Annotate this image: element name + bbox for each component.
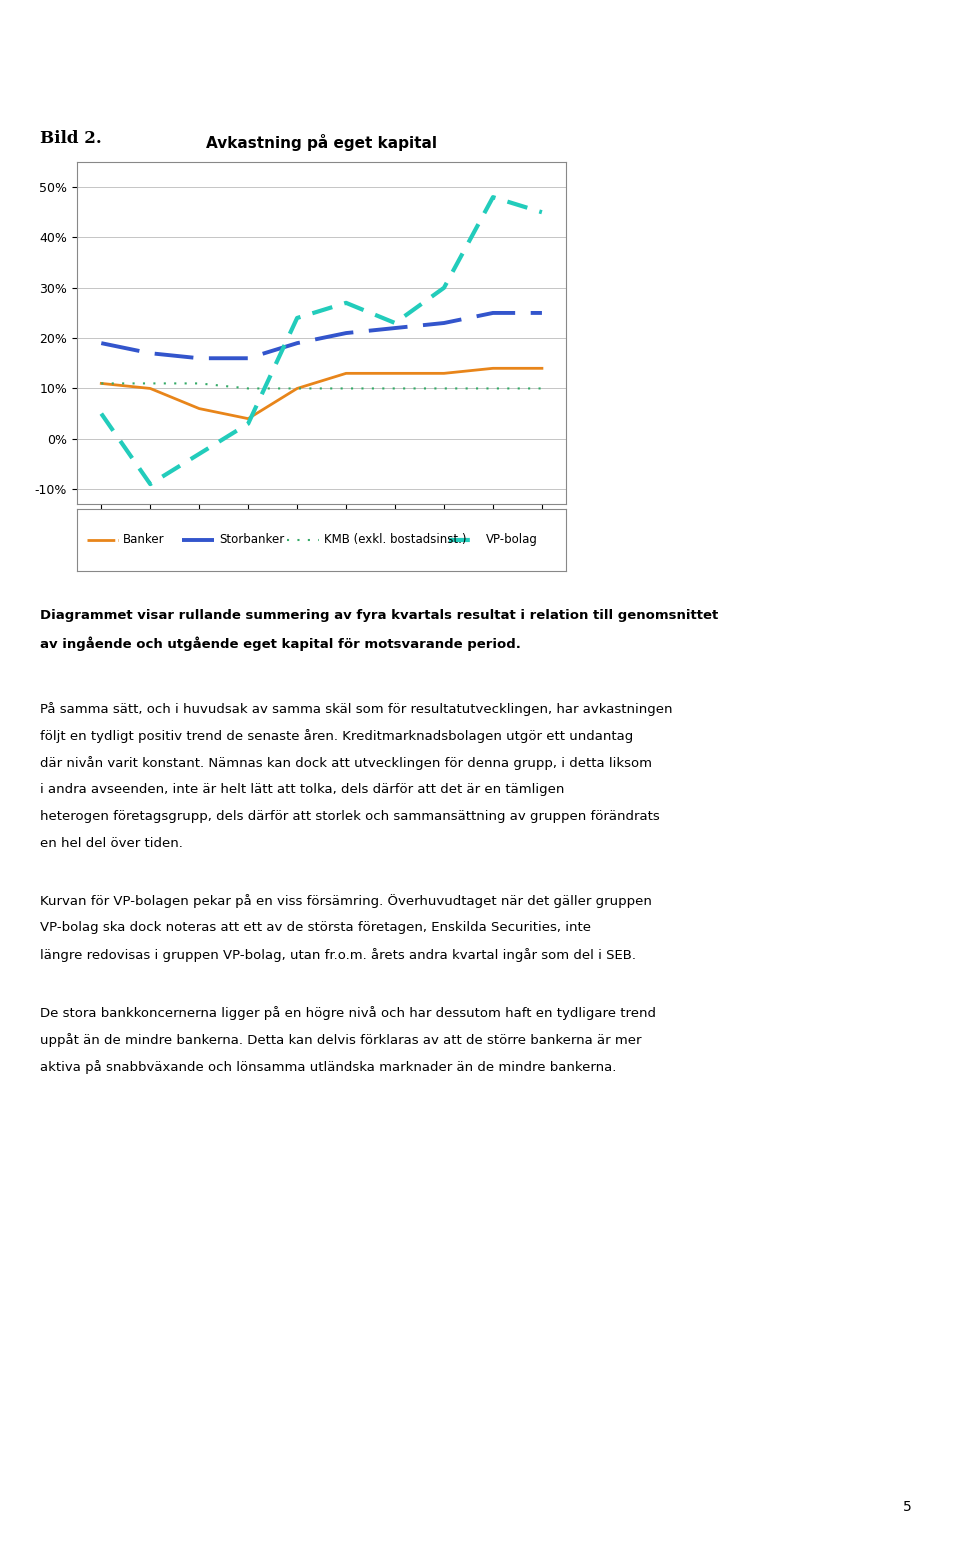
Text: där nivån varit konstant. Nämnas kan dock att utvecklingen för denna grupp, i de: där nivån varit konstant. Nämnas kan doc…: [40, 756, 653, 769]
Text: Banker: Banker: [123, 534, 165, 546]
Text: heterogen företagsgrupp, dels därför att storlek och sammansättning av gruppen f: heterogen företagsgrupp, dels därför att…: [40, 810, 660, 822]
Text: De stora bankkoncernerna ligger på en högre nivå och har dessutom haft en tydlig: De stora bankkoncernerna ligger på en hö…: [40, 1007, 657, 1021]
Text: av ingående och utgående eget kapital för motsvarande period.: av ingående och utgående eget kapital fö…: [40, 635, 521, 651]
Text: Kurvan för VP-bolagen pekar på en viss försämring. Överhuvudtaget när det gäller: Kurvan för VP-bolagen pekar på en viss f…: [40, 894, 652, 908]
Text: VP-bolag ska dock noteras att ett av de största företagen, Enskilda Securities, : VP-bolag ska dock noteras att ett av de …: [40, 921, 591, 934]
Text: Diagrammet visar rullande summering av fyra kvartals resultat i relation till ge: Diagrammet visar rullande summering av f…: [40, 609, 719, 621]
Text: Bild 2.: Bild 2.: [40, 130, 102, 146]
Text: följt en tydligt positiv trend de senaste åren. Kreditmarknadsbolagen utgör ett : följt en tydligt positiv trend de senast…: [40, 728, 634, 743]
Text: 5: 5: [903, 1500, 912, 1514]
Text: längre redovisas i gruppen VP-bolag, utan fr.o.m. årets andra kvartal ingår som : längre redovisas i gruppen VP-bolag, uta…: [40, 948, 636, 962]
Text: KMB (exkl. bostadsinst.): KMB (exkl. bostadsinst.): [324, 534, 467, 546]
Text: en hel del över tiden.: en hel del över tiden.: [40, 836, 183, 850]
Text: uppåt än de mindre bankerna. Detta kan delvis förklaras av att de större bankern: uppåt än de mindre bankerna. Detta kan d…: [40, 1033, 642, 1047]
Text: På samma sätt, och i huvudsak av samma skäl som för resultatutvecklingen, har av: På samma sätt, och i huvudsak av samma s…: [40, 702, 673, 715]
Text: i andra avseenden, inte är helt lätt att tolka, dels därför att det är en tämlig: i andra avseenden, inte är helt lätt att…: [40, 782, 564, 796]
Text: Storbanker: Storbanker: [219, 534, 284, 546]
Title: Avkastning på eget kapital: Avkastning på eget kapital: [206, 134, 437, 151]
Text: aktiva på snabbväxande och lönsamma utländska marknader än de mindre bankerna.: aktiva på snabbväxande och lönsamma utlä…: [40, 1061, 616, 1075]
Text: VP-bolag: VP-bolag: [486, 534, 538, 546]
